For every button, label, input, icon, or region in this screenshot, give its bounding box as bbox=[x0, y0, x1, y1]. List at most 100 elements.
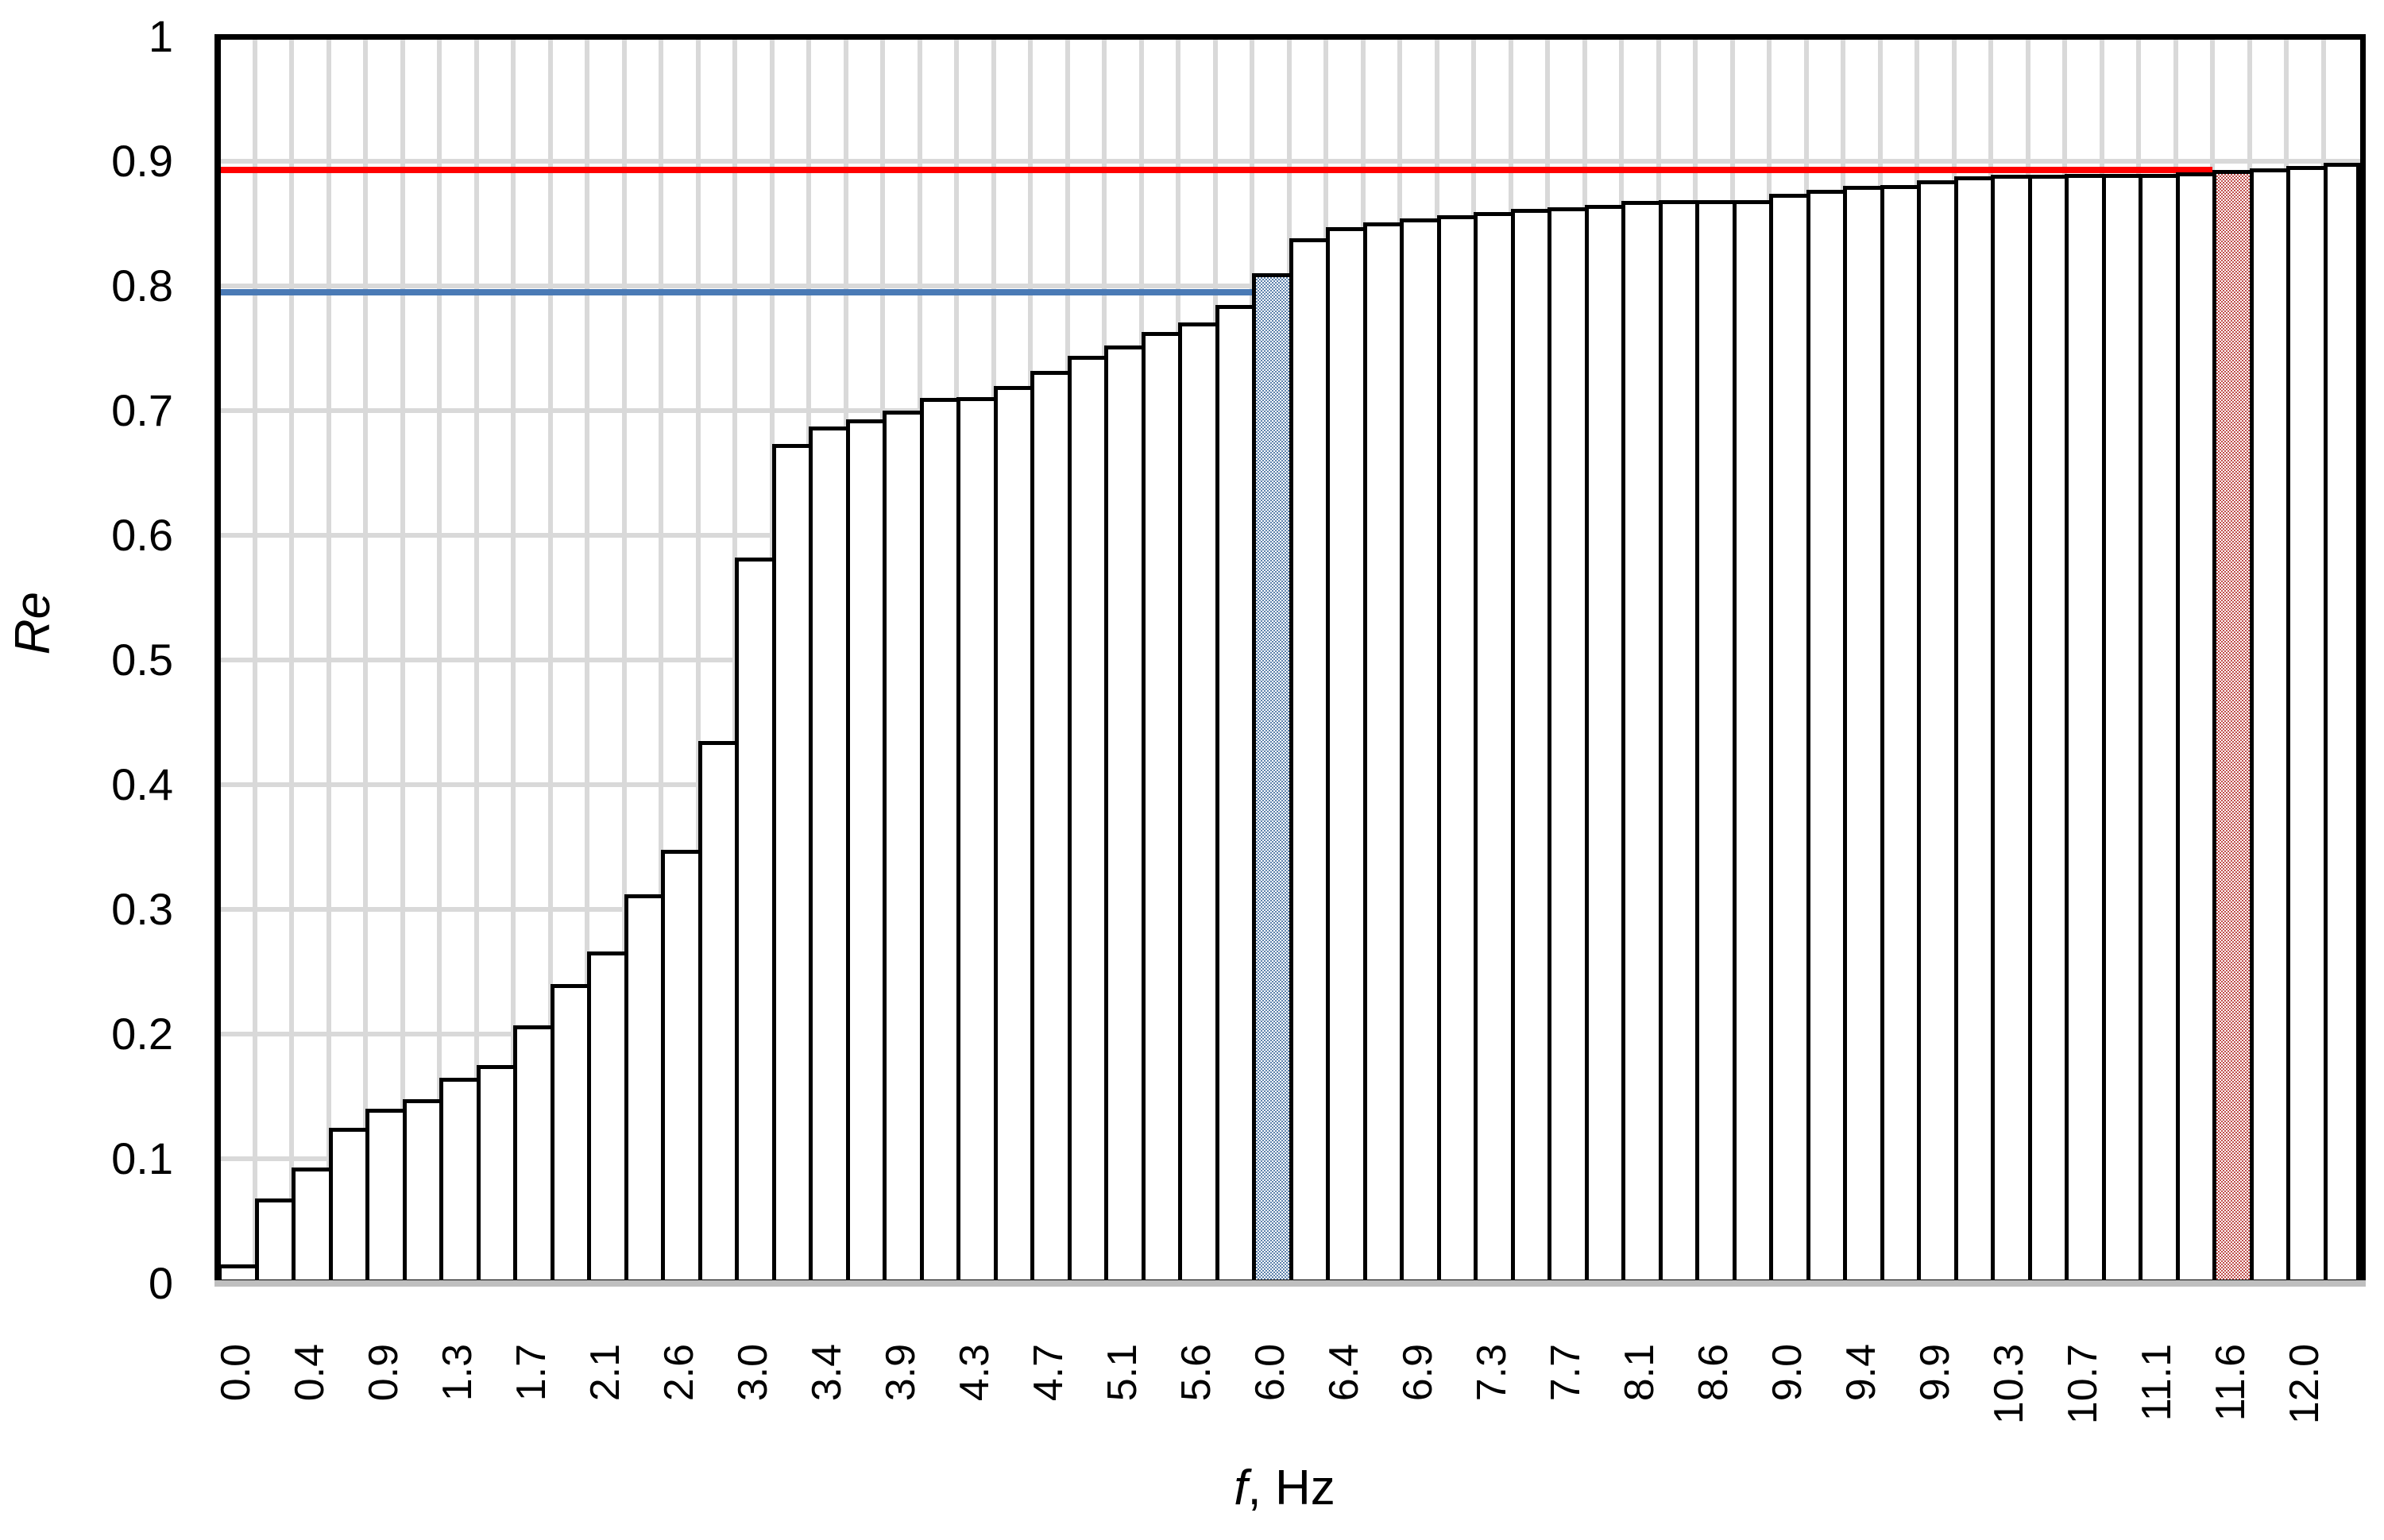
x-tick-label: 9.0 bbox=[1764, 1344, 1811, 1402]
x-tick-label: 3.0 bbox=[730, 1344, 777, 1402]
x-tick-label: 4.3 bbox=[952, 1344, 999, 1402]
x-tick-label: 3.9 bbox=[878, 1344, 925, 1402]
x-tick-label: 2.1 bbox=[582, 1344, 629, 1402]
bar bbox=[1474, 212, 1515, 1283]
bar bbox=[735, 558, 776, 1283]
bar bbox=[2027, 175, 2069, 1283]
bar bbox=[365, 1109, 407, 1283]
bar bbox=[1917, 180, 1958, 1283]
bar bbox=[1732, 200, 1773, 1283]
y-tick-label: 0.2 bbox=[111, 1009, 173, 1059]
y-tick-label: 0.8 bbox=[111, 261, 173, 311]
x-axis-line bbox=[214, 1280, 2366, 1287]
x-tick-label: 10.3 bbox=[1986, 1344, 2033, 1425]
bar bbox=[1104, 345, 1146, 1283]
plot-area bbox=[218, 37, 2360, 1283]
y-tick-label: 0.4 bbox=[111, 759, 173, 809]
bar bbox=[661, 850, 702, 1283]
v-gridline bbox=[621, 37, 627, 1283]
red-threshold-line bbox=[218, 166, 2212, 173]
bar bbox=[1880, 185, 1921, 1283]
bar bbox=[476, 1065, 517, 1283]
bar bbox=[1769, 194, 1810, 1283]
x-tick-label: 5.1 bbox=[1099, 1344, 1146, 1402]
bar bbox=[513, 1025, 554, 1283]
bar bbox=[919, 398, 960, 1283]
v-gridline bbox=[659, 37, 663, 1283]
bar bbox=[550, 984, 591, 1283]
blue-threshold-line bbox=[218, 288, 1252, 295]
x-tick-label: 4.7 bbox=[1026, 1344, 1072, 1402]
x-tick-label: 0.0 bbox=[213, 1344, 260, 1402]
y-tick-label: 0.5 bbox=[111, 635, 173, 685]
v-gridline bbox=[363, 37, 368, 1283]
y-tick-label: 0.3 bbox=[111, 884, 173, 934]
bar bbox=[1991, 175, 2032, 1283]
bar bbox=[1695, 200, 1737, 1283]
x-tick-label: 1.7 bbox=[508, 1344, 555, 1402]
x-tick-label: 8.1 bbox=[1617, 1344, 1663, 1402]
x-tick-label: 7.7 bbox=[1543, 1344, 1590, 1402]
y-axis-line bbox=[214, 34, 221, 1287]
bar bbox=[587, 951, 628, 1283]
x-tick-label: 5.6 bbox=[1173, 1344, 1220, 1402]
bar bbox=[956, 397, 998, 1283]
x-tick-label: 6.4 bbox=[1321, 1344, 1368, 1402]
x-axis-title: f, Hz bbox=[1110, 1460, 1459, 1516]
x-tick-label: 6.9 bbox=[1395, 1344, 1442, 1402]
plot-frame-right bbox=[2360, 34, 2366, 1287]
x-tick-label: 9.9 bbox=[1912, 1344, 1959, 1402]
v-gridline bbox=[289, 37, 294, 1283]
bar bbox=[439, 1078, 481, 1283]
x-tick-label: 12.0 bbox=[2282, 1344, 2328, 1425]
x-tick-label: 2.6 bbox=[656, 1344, 703, 1402]
bar bbox=[2175, 172, 2216, 1283]
v-gridline bbox=[437, 37, 442, 1283]
bar bbox=[2101, 174, 2143, 1283]
x-tick-label: 6.0 bbox=[1247, 1344, 1294, 1402]
bar bbox=[1326, 227, 1367, 1283]
v-gridline bbox=[511, 37, 516, 1283]
bar bbox=[2249, 168, 2290, 1283]
bar bbox=[402, 1099, 443, 1283]
bar bbox=[1362, 222, 1404, 1283]
bar bbox=[328, 1128, 369, 1283]
x-tick-label: 0.9 bbox=[361, 1344, 408, 1402]
y-tick-label: 1 bbox=[148, 11, 173, 61]
bar bbox=[1067, 356, 1108, 1283]
x-tick-label: 0.4 bbox=[287, 1344, 334, 1402]
bar bbox=[1510, 209, 1551, 1283]
x-tick-label: 9.4 bbox=[1838, 1344, 1885, 1402]
x-axis-title-unit: , Hz bbox=[1247, 1461, 1335, 1515]
bar bbox=[1843, 186, 1884, 1283]
bar bbox=[697, 741, 739, 1283]
bar bbox=[1953, 176, 1995, 1283]
y-tick-label: 0.9 bbox=[111, 136, 173, 186]
highlighted-bar-red bbox=[2212, 170, 2254, 1283]
bar bbox=[624, 894, 665, 1283]
bar bbox=[292, 1168, 333, 1283]
v-gridline bbox=[585, 37, 589, 1283]
x-tick-label: 7.3 bbox=[1469, 1344, 1516, 1402]
bar bbox=[1584, 205, 1625, 1283]
bar bbox=[1436, 215, 1478, 1283]
bar bbox=[2139, 174, 2180, 1283]
bar bbox=[1178, 322, 1219, 1283]
v-gridline bbox=[695, 37, 701, 1283]
bar bbox=[883, 411, 924, 1283]
bar bbox=[771, 444, 813, 1283]
x-tick-label: 11.1 bbox=[2134, 1344, 2181, 1422]
v-gridline bbox=[547, 37, 553, 1283]
x-tick-label: 10.7 bbox=[2060, 1344, 2107, 1425]
bar bbox=[845, 419, 887, 1283]
bar bbox=[2065, 174, 2106, 1283]
y-tick-label: 0 bbox=[148, 1258, 173, 1308]
bar bbox=[993, 386, 1034, 1283]
bar bbox=[254, 1198, 296, 1283]
bar bbox=[809, 426, 850, 1283]
y-tick-label: 0.1 bbox=[111, 1133, 173, 1183]
x-tick-label: 3.4 bbox=[804, 1344, 851, 1402]
v-gridline bbox=[400, 37, 405, 1283]
x-tick-label: 1.3 bbox=[435, 1344, 481, 1402]
